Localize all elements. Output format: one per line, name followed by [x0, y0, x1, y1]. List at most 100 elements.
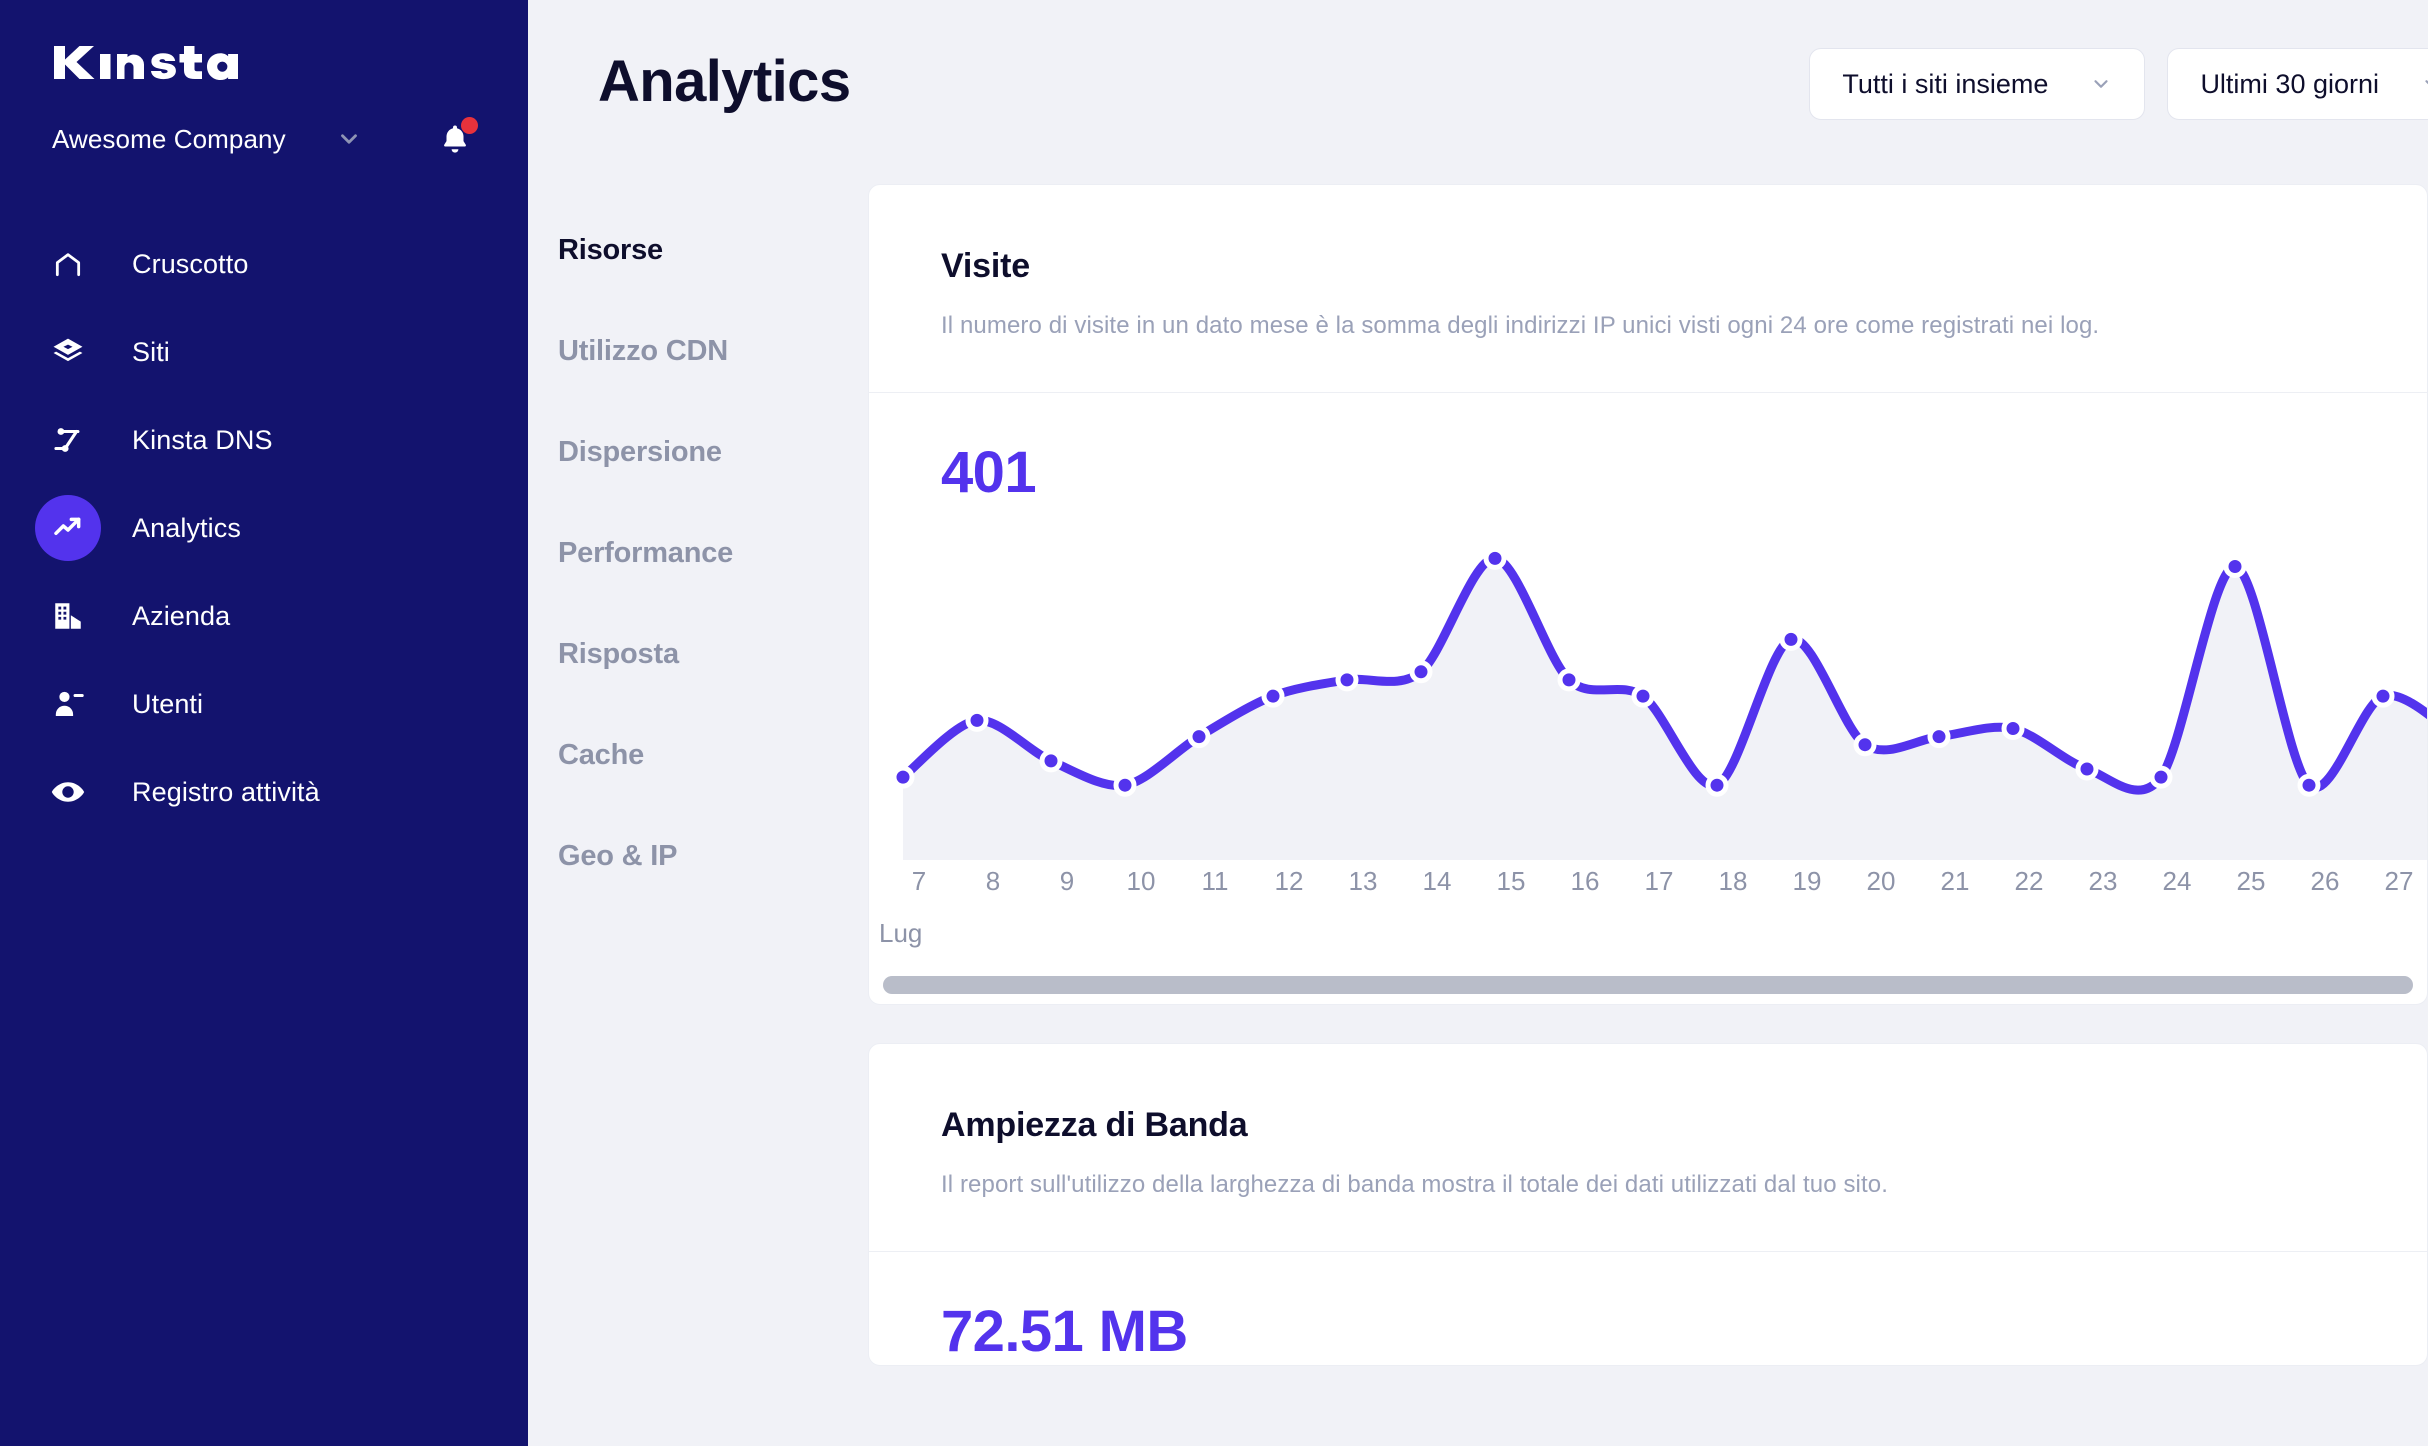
x-axis-tick: 26: [2310, 866, 2340, 896]
chart-point[interactable]: [965, 708, 989, 732]
subnav-item-dispersione[interactable]: Dispersione: [558, 436, 868, 537]
sidebar-item-label: Cruscotto: [132, 248, 249, 279]
chart-point[interactable]: [1409, 660, 1433, 684]
visits-card-description: Il numero di visite in un dato mese è la…: [941, 312, 2100, 339]
chart-area-fill: [903, 558, 2427, 860]
notification-dot: [460, 117, 478, 134]
chart-points: [891, 546, 2395, 797]
chart-point[interactable]: [1483, 546, 1507, 570]
chart-point[interactable]: [891, 765, 915, 789]
chevron-down-icon[interactable]: [336, 126, 362, 152]
dns-share-icon: [35, 407, 101, 473]
subnav-item-performance[interactable]: Performance: [558, 537, 868, 638]
chart-point[interactable]: [2371, 684, 2395, 708]
sidebar-item-kinsta-dns[interactable]: Kinsta DNS: [0, 396, 528, 484]
brand-row: [0, 42, 528, 82]
eye-icon: [35, 759, 101, 825]
notifications-button[interactable]: [438, 117, 478, 156]
chart-point[interactable]: [1927, 725, 1951, 749]
subnav: Risorse Utilizzo CDN Dispersione Perform…: [528, 162, 868, 1446]
trending-up-icon: [35, 495, 101, 561]
sidebar-item-siti[interactable]: Siti: [0, 308, 528, 396]
kinsta-logo[interactable]: [52, 42, 238, 82]
x-axis-tick: 20: [1866, 866, 1896, 896]
x-axis-tick: 8: [985, 866, 1001, 896]
main-content: Analytics Tutti i siti insieme Ultimi 30…: [528, 0, 2428, 1446]
bandwidth-card: Ampiezza di Banda Il report sull'utilizz…: [868, 1043, 2428, 1366]
divider: [869, 392, 2427, 393]
visits-card-header: Visite Il numero di visite in un dato me…: [869, 185, 2427, 392]
chart-point[interactable]: [1335, 668, 1359, 692]
chart-point[interactable]: [1113, 773, 1137, 797]
chart-point[interactable]: [2075, 757, 2099, 781]
sidebar-item-utenti[interactable]: Utenti: [0, 660, 528, 748]
topbar-controls: Tutti i siti insieme Ultimi 30 giorni: [1809, 48, 2428, 120]
divider: [869, 1251, 2427, 1252]
chart-point[interactable]: [1187, 725, 1211, 749]
chart-point[interactable]: [2223, 555, 2247, 578]
x-axis-tick: 11: [1201, 866, 1229, 896]
site-selector-dropdown[interactable]: Tutti i siti insieme: [1809, 48, 2146, 120]
page-title: Analytics: [598, 48, 851, 114]
x-axis-tick: 21: [1940, 866, 1970, 896]
org-switcher[interactable]: Awesome Company: [0, 117, 528, 156]
visits-chart-axis: 7891011121314151617181920212223242526272…: [869, 866, 2427, 976]
bandwidth-card-header: Ampiezza di Banda Il report sull'utilizz…: [869, 1044, 2427, 1251]
chart-point[interactable]: [2001, 717, 2025, 740]
subnav-item-label: Cache: [558, 739, 645, 771]
content-area: Risorse Utilizzo CDN Dispersione Perform…: [528, 162, 2428, 1446]
visits-chart-svg: [891, 546, 2427, 860]
x-axis-tick: 13: [1348, 866, 1378, 896]
subnav-item-geo-ip[interactable]: Geo & IP: [558, 840, 868, 941]
subnav-item-label: Utilizzo CDN: [558, 335, 728, 367]
sidebar-item-label: Kinsta DNS: [132, 424, 273, 455]
chart-point[interactable]: [1039, 749, 1063, 773]
bandwidth-total-value: 72.51 MB: [941, 1299, 1188, 1364]
visits-card-title: Visite: [941, 247, 1030, 285]
chart-point[interactable]: [1261, 684, 1285, 708]
org-name: Awesome Company: [52, 123, 286, 154]
x-axis-tick: 15: [1496, 866, 1526, 896]
date-range-dropdown[interactable]: Ultimi 30 giorni: [2167, 48, 2428, 120]
chart-scrollbar-thumb[interactable]: [883, 976, 2413, 994]
sidebar-item-label: Utenti: [132, 688, 204, 719]
sidebar-item-cruscotto[interactable]: Cruscotto: [0, 220, 528, 308]
x-axis-tick: 18: [1718, 866, 1748, 896]
sidebar-item-registro-attivita[interactable]: Registro attività: [0, 748, 528, 836]
sidebar-item-azienda[interactable]: Azienda: [0, 572, 528, 660]
x-axis-tick: 14: [1422, 866, 1452, 896]
visits-total-value: 401: [941, 440, 1037, 505]
sidebar-nav: Cruscotto Siti Kinsta DNS Analytics: [0, 220, 528, 836]
visits-chart[interactable]: [869, 510, 2427, 860]
subnav-item-risposta[interactable]: Risposta: [558, 638, 868, 739]
chart-point[interactable]: [1853, 733, 1877, 757]
chart-point[interactable]: [1779, 627, 1803, 651]
x-axis-tick: 25: [2236, 866, 2266, 896]
sidebar-item-label: Azienda: [132, 600, 231, 631]
user-minus-icon: [35, 671, 101, 737]
visits-card: Visite Il numero di visite in un dato me…: [868, 184, 2428, 1005]
bell-icon: [443, 125, 466, 153]
subnav-item-label: Dispersione: [558, 436, 722, 468]
sidebar-item-label: Registro attività: [132, 776, 320, 807]
cards-column: Visite Il numero di visite in un dato me…: [868, 162, 2428, 1446]
subnav-item-utilizzo-cdn[interactable]: Utilizzo CDN: [558, 335, 868, 436]
sidebar-item-analytics[interactable]: Analytics: [0, 484, 528, 572]
sidebar-item-label: Siti: [132, 336, 170, 367]
chart-horizontal-scrollbar[interactable]: [883, 976, 2413, 994]
chart-point[interactable]: [1705, 773, 1729, 797]
home-icon: [35, 231, 101, 297]
x-axis-ticks: 7891011121314151617181920212223242526272…: [885, 866, 2427, 912]
x-axis-tick: 7: [911, 866, 927, 896]
bandwidth-card-title: Ampiezza di Banda: [941, 1106, 1248, 1144]
x-axis-tick: 27: [2384, 866, 2414, 896]
chart-point[interactable]: [1557, 668, 1581, 692]
x-axis-tick: 10: [1126, 866, 1156, 896]
chart-point[interactable]: [2149, 765, 2173, 789]
x-axis-tick: 12: [1274, 866, 1304, 896]
subnav-item-cache[interactable]: Cache: [558, 739, 868, 840]
chart-point[interactable]: [2297, 773, 2321, 797]
subnav-item-label: Risorse: [558, 234, 663, 266]
subnav-item-risorse[interactable]: Risorse: [558, 234, 868, 335]
chart-point[interactable]: [1631, 684, 1655, 708]
